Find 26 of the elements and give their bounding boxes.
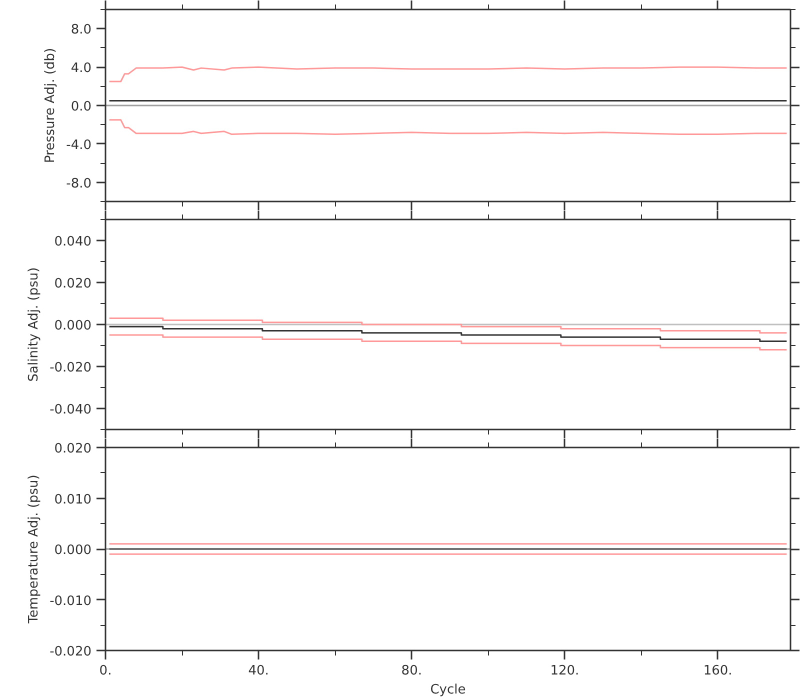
y-tick-label: -4.0 xyxy=(66,138,92,153)
x-tick-label: 40. xyxy=(248,664,269,678)
y-axis-title: Salinity Adj. (psu) xyxy=(26,267,42,382)
y-tick-label: -0.010 xyxy=(50,594,92,609)
y-tick-label: -0.040 xyxy=(50,402,92,418)
y-tick-label: 0.020 xyxy=(54,276,92,292)
y-axis-title: Temperature Adj. (psu) xyxy=(26,474,42,624)
y-tick-label: 0.040 xyxy=(54,234,92,250)
line-series xyxy=(108,119,788,136)
y-tick-label: -0.020 xyxy=(50,360,92,376)
y-tick-label: 8.0 xyxy=(70,22,92,38)
x-tick-label: 120. xyxy=(550,664,580,678)
y-tick-label: 0.000 xyxy=(54,318,92,334)
y-axis-title: Pressure Adj. (db) xyxy=(43,48,58,164)
y-tick-label: -8.0 xyxy=(66,176,92,192)
x-tick-label: 0. xyxy=(99,664,112,678)
x-tick-label: 160. xyxy=(703,664,732,678)
y-tick-label: -0.020 xyxy=(50,644,92,660)
y-tick-label: 4.0 xyxy=(70,61,92,76)
line-series xyxy=(108,66,788,82)
y-tick-label: 0.010 xyxy=(54,492,92,508)
y-tick-label: 0.000 xyxy=(54,543,92,558)
y-tick-label: 0.0 xyxy=(70,100,92,114)
x-axis-title: Cycle xyxy=(430,682,466,698)
x-tick-label: 80. xyxy=(401,664,422,678)
y-tick-label: 0.020 xyxy=(54,442,92,456)
